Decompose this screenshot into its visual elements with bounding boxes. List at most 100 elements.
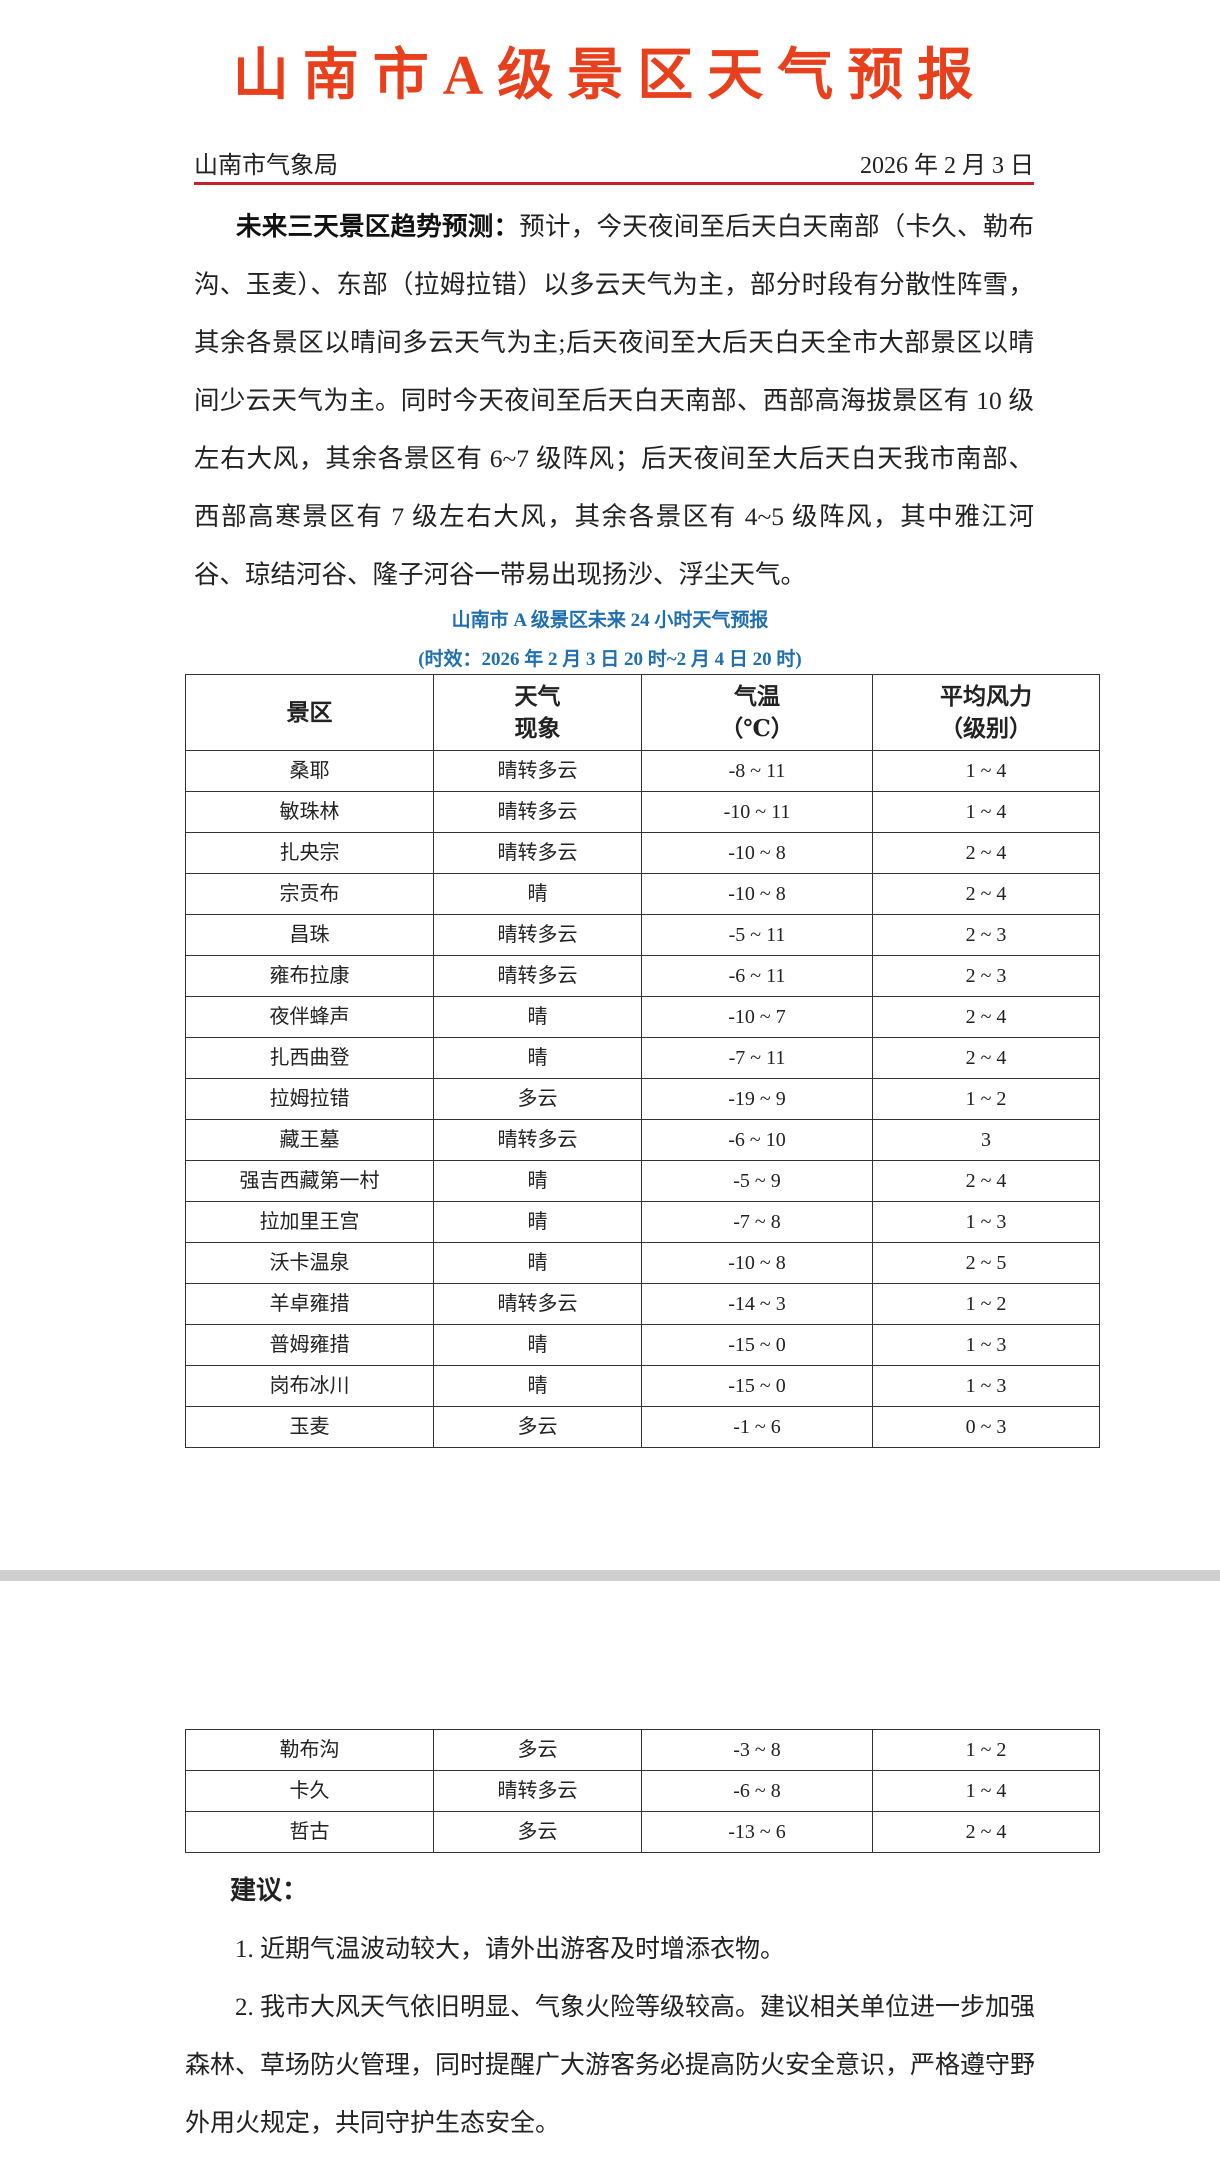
table-row: 桑耶 晴转多云 -8 ~ 11 1 ~ 4 (185, 750, 1100, 792)
col-header-scenic: 景区 (185, 674, 434, 751)
cell-temp: -5 ~ 9 (641, 1160, 873, 1202)
table-row: 藏王墓 晴转多云 -6 ~ 10 3 (185, 1119, 1100, 1161)
cell-wind: 1 ~ 2 (872, 1729, 1100, 1771)
col-header-wind: 平均风力 （级别） (872, 674, 1100, 751)
cell-temp: -5 ~ 11 (641, 914, 873, 956)
issuer: 山南市气象局 (194, 153, 338, 179)
table-row: 雍布拉康 晴转多云 -6 ~ 11 2 ~ 3 (185, 955, 1100, 997)
cell-wind: 2 ~ 3 (872, 914, 1100, 956)
cell-scenic: 哲古 (185, 1811, 434, 1853)
cell-wind: 2 ~ 5 (872, 1242, 1100, 1284)
cell-wind: 2 ~ 4 (872, 832, 1100, 874)
table-period: (时效：2026 年 2 月 3 日 20 时~2 月 4 日 20 时) (418, 649, 802, 670)
cell-scenic: 扎央宗 (185, 832, 434, 874)
trend-text: 预计，今天夜间至后天白天南部（卡久、勒布沟、玉麦）、东部（拉姆拉错）以多云天气为… (194, 212, 1034, 589)
col-header-temp: 气温 （℃） (641, 674, 873, 751)
cell-scenic: 夜伴蜂声 (185, 996, 434, 1038)
cell-weather: 晴 (433, 1037, 642, 1079)
cell-scenic: 宗贡布 (185, 873, 434, 915)
cell-wind: 1 ~ 3 (872, 1201, 1100, 1243)
cell-weather: 晴转多云 (433, 832, 642, 874)
trend-paragraph: 未来三天景区趋势预测：预计，今天夜间至后天白天南部（卡久、勒布沟、玉麦）、东部（… (194, 198, 1034, 604)
cell-temp: -10 ~ 7 (641, 996, 873, 1038)
cell-weather: 晴 (433, 1365, 642, 1407)
document-header: 山南市气象局 2026 年 2 月 3 日 (194, 150, 1034, 182)
cell-wind: 1 ~ 2 (872, 1283, 1100, 1325)
cell-wind: 0 ~ 3 (872, 1406, 1100, 1448)
cell-temp: -10 ~ 8 (641, 1242, 873, 1284)
cell-temp: -1 ~ 6 (641, 1406, 873, 1448)
cell-weather: 晴转多云 (433, 750, 642, 792)
cell-wind: 1 ~ 4 (872, 791, 1100, 833)
cell-scenic: 雍布拉康 (185, 955, 434, 997)
cell-weather: 晴转多云 (433, 1770, 642, 1812)
cell-weather: 晴 (433, 1160, 642, 1202)
cell-wind: 2 ~ 4 (872, 1811, 1100, 1853)
cell-weather: 晴 (433, 996, 642, 1038)
cell-temp: -7 ~ 11 (641, 1037, 873, 1079)
cell-temp: -8 ~ 11 (641, 750, 873, 792)
cell-scenic: 昌珠 (185, 914, 434, 956)
forecast-table: 景区 天气 现象 气温 （℃） 平均风力 （级别） 桑耶 晴转多云 -8 ~ 11 1 ~ … (185, 674, 1100, 1448)
cell-scenic: 拉姆拉错 (185, 1078, 434, 1120)
cell-scenic: 羊卓雍措 (185, 1283, 434, 1325)
table-row: 敏珠林 晴转多云 -10 ~ 11 1 ~ 4 (185, 791, 1100, 833)
suggestions-title: 建议： (230, 1876, 309, 1905)
cell-temp: -15 ~ 0 (641, 1324, 873, 1366)
cell-scenic: 玉麦 (185, 1406, 434, 1448)
cell-temp: -6 ~ 11 (641, 955, 873, 997)
page-break (0, 1570, 1220, 1581)
cell-wind: 1 ~ 3 (872, 1324, 1100, 1366)
cell-weather: 多云 (433, 1811, 642, 1853)
table-row: 扎西曲登晴 -7 ~ 11 2 ~ 4 (185, 1037, 1100, 1079)
cell-temp: -6 ~ 8 (641, 1770, 873, 1812)
cell-wind: 2 ~ 4 (872, 996, 1100, 1038)
cell-weather: 晴转多云 (433, 1119, 642, 1161)
cell-scenic: 桑耶 (185, 750, 434, 792)
forecast-section: 未来三天景区趋势预测：预计，今天夜间至后天白天南部（卡久、勒布沟、玉麦）、东部（… (0, 198, 1220, 1448)
cell-scenic: 藏王墓 (185, 1119, 434, 1161)
cell-wind: 2 ~ 3 (872, 955, 1100, 997)
cell-temp: -19 ~ 9 (641, 1078, 873, 1120)
suggestion-item: 1. 近期气温波动较大，请外出游客及时增添衣物。 (235, 1936, 786, 1963)
cell-weather: 多云 (433, 1078, 642, 1120)
cell-temp: -10 ~ 11 (641, 791, 873, 833)
cell-scenic: 勒布沟 (185, 1729, 434, 1771)
cell-scenic: 敏珠林 (185, 791, 434, 833)
cell-weather: 晴 (433, 873, 642, 915)
cell-temp: -10 ~ 8 (641, 873, 873, 915)
cell-weather: 多云 (433, 1729, 642, 1771)
cell-weather: 晴 (433, 1324, 642, 1366)
cell-wind: 1 ~ 2 (872, 1078, 1100, 1120)
cell-temp: -6 ~ 10 (641, 1119, 873, 1161)
col-header-weather: 天气 现象 (433, 674, 642, 751)
cell-temp: -14 ~ 3 (641, 1283, 873, 1325)
cell-wind: 1 ~ 4 (872, 750, 1100, 792)
cell-scenic: 卡久 (185, 1770, 434, 1812)
trend-label: 未来三天景区趋势预测： (236, 212, 520, 241)
suggestion-item: 2. 我市大风天气依旧明显、气象火险等级较高。建议相关单位进一步加强森林、草场防… (185, 1994, 1036, 2137)
cell-weather: 晴转多云 (433, 791, 642, 833)
cell-weather: 晴 (433, 1242, 642, 1284)
table-row: 昌珠 晴转多云 -5 ~ 11 2 ~ 3 (185, 914, 1100, 956)
document-title: 山南市A级景区天气预报 (232, 45, 988, 107)
cell-wind: 2 ~ 4 (872, 1160, 1100, 1202)
cell-scenic: 拉加里王宫 (185, 1201, 434, 1243)
cell-wind: 1 ~ 4 (872, 1770, 1100, 1812)
issue-date: 2026 年 2 月 3 日 (860, 153, 1034, 179)
header-rule (194, 182, 1034, 185)
cell-scenic: 普姆雍措 (185, 1324, 434, 1366)
